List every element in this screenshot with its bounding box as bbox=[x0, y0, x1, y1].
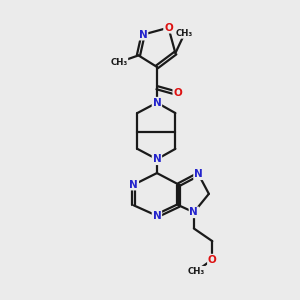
Text: CH₃: CH₃ bbox=[176, 29, 193, 38]
Text: N: N bbox=[190, 207, 198, 217]
Text: N: N bbox=[152, 211, 161, 221]
Text: N: N bbox=[194, 169, 203, 179]
Text: O: O bbox=[164, 23, 173, 33]
Text: N: N bbox=[139, 30, 148, 40]
Text: CH₃: CH₃ bbox=[188, 267, 205, 276]
Text: O: O bbox=[208, 255, 217, 265]
Text: N: N bbox=[130, 180, 138, 190]
Text: N: N bbox=[152, 154, 161, 164]
Text: N: N bbox=[152, 98, 161, 108]
Text: CH₃: CH₃ bbox=[110, 58, 128, 67]
Text: O: O bbox=[173, 88, 182, 98]
